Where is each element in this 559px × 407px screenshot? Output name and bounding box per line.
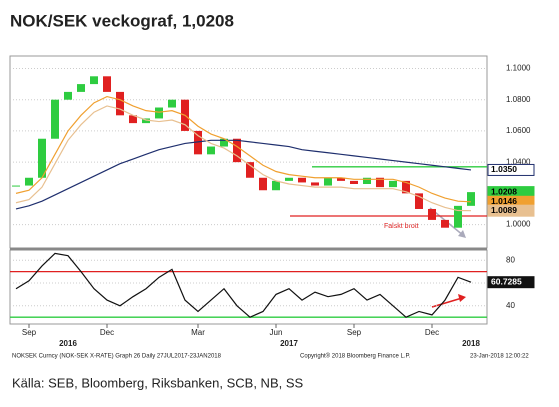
candle <box>298 177 306 183</box>
candle <box>337 177 345 181</box>
candle <box>220 138 228 147</box>
candle <box>233 138 241 163</box>
end-label: 1.0208 <box>491 186 517 196</box>
x-tick-label: Mar <box>191 328 205 337</box>
candle <box>168 99 176 108</box>
candle <box>77 84 85 92</box>
moving-average <box>15 139 472 210</box>
end-label-box <box>487 204 535 217</box>
y-tick-label: 1.0800 <box>506 95 531 104</box>
y-tick-label: 1.0600 <box>506 126 531 135</box>
y-tick-label: 40 <box>506 301 515 310</box>
end-label-box <box>487 276 535 289</box>
end-label: 1.0146 <box>491 196 517 206</box>
arrow-head <box>458 294 466 302</box>
x-tick-label: Sep <box>347 328 362 337</box>
moving-average <box>15 95 472 203</box>
y-tick-label: 80 <box>506 255 515 264</box>
candle <box>428 208 436 220</box>
rsi-panel <box>9 249 488 325</box>
footer-right: 23-Jan-2018 12:00:22 <box>470 354 529 360</box>
candle <box>467 192 475 206</box>
year-label: 2018 <box>462 339 480 348</box>
candle <box>415 193 423 209</box>
end-label: 1.0089 <box>491 205 517 215</box>
candle <box>402 180 410 194</box>
candle <box>90 76 98 85</box>
moving-average <box>15 105 472 212</box>
candle <box>363 177 371 184</box>
y-tick-label: 1.0400 <box>506 157 531 166</box>
source: Källa: SEB, Bloomberg, Riksbanken, SCB, … <box>12 375 304 390</box>
candle <box>376 177 384 188</box>
y-tick-label: 1.0000 <box>506 220 531 229</box>
candle <box>207 146 215 155</box>
candle <box>25 177 33 186</box>
x-tick-label: Dec <box>100 328 114 337</box>
candle <box>324 177 332 186</box>
candle <box>129 115 137 124</box>
candle <box>116 91 124 116</box>
candle <box>194 130 202 155</box>
candle <box>142 118 150 124</box>
x-tick-label: Jun <box>270 328 283 337</box>
candle <box>246 162 254 178</box>
rsi-line <box>15 252 472 318</box>
candle <box>311 182 319 186</box>
x-tick-label: Dec <box>425 328 439 337</box>
end-label: 60.7285 <box>491 276 522 286</box>
candle <box>38 138 46 178</box>
end-label-box <box>487 163 535 176</box>
candle <box>155 107 163 119</box>
candle <box>259 177 267 191</box>
candle <box>389 180 397 188</box>
candle <box>454 205 462 228</box>
year-label: 2017 <box>280 339 298 348</box>
candle <box>51 99 59 139</box>
candle <box>272 180 280 191</box>
title: NOK/SEK veckograf, 1,0208 <box>10 11 234 30</box>
end-label: 1.0350 <box>491 164 517 174</box>
y-tick-label: 1.1000 <box>506 64 531 73</box>
candle <box>350 180 358 184</box>
arrow <box>431 297 463 308</box>
year-label: 2016 <box>59 339 77 348</box>
footer-left: NOKSEK Curncy (NOK-SEK X-RATE) Graph 26 … <box>12 354 222 360</box>
footer-center: Copyright® 2018 Bloomberg Finance L.P. <box>300 353 411 360</box>
arrow-head <box>458 230 466 238</box>
candle <box>64 91 72 100</box>
candle <box>103 76 111 92</box>
candle <box>441 219 449 228</box>
x-tick-label: Sep <box>22 328 37 337</box>
candle <box>12 185 20 187</box>
candle <box>285 177 293 181</box>
annotation: Falskt brott <box>384 223 419 230</box>
